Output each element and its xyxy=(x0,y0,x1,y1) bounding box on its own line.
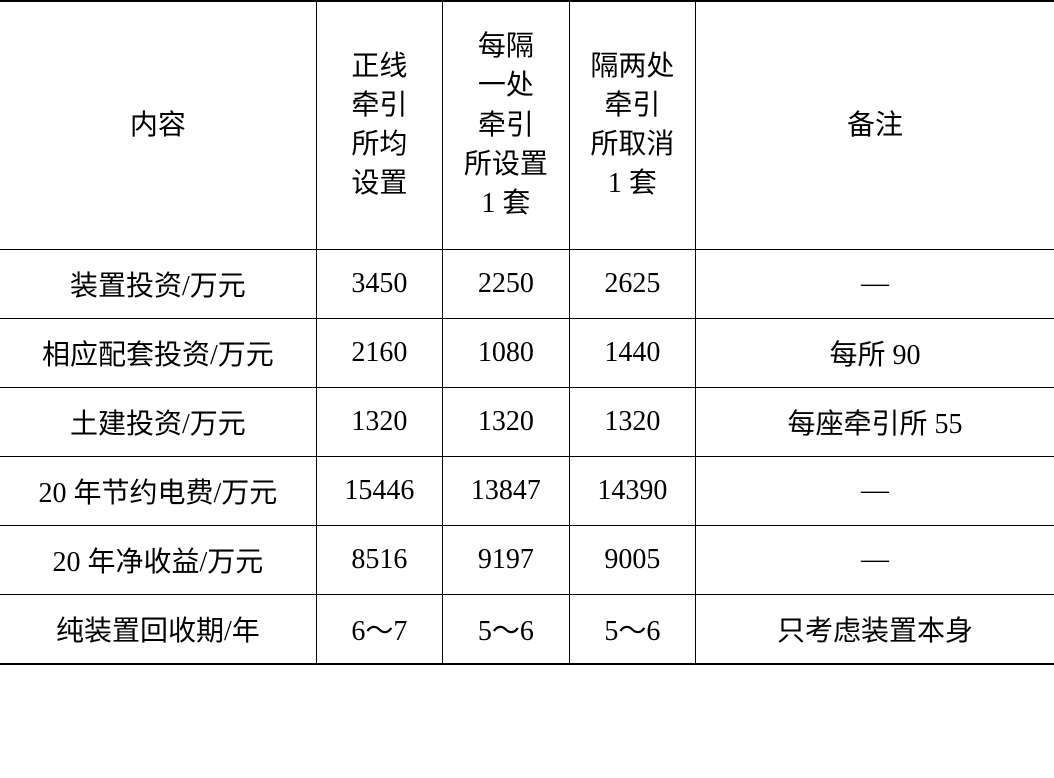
cell-opt2: 1080 xyxy=(443,318,569,387)
table-row: 相应配套投资/万元 2160 1080 1440 每所 90 xyxy=(0,318,1054,387)
cell-note: 只考虑装置本身 xyxy=(696,594,1054,664)
table-row: 土建投资/万元 1320 1320 1320 每座牵引所 55 xyxy=(0,387,1054,456)
table-row: 20 年净收益/万元 8516 9197 9005 — xyxy=(0,525,1054,594)
cell-opt3: 14390 xyxy=(569,456,695,525)
cell-content: 土建投资/万元 xyxy=(0,387,316,456)
cell-opt3: 9005 xyxy=(569,525,695,594)
header-note: 备注 xyxy=(696,1,1054,249)
header-content: 内容 xyxy=(0,1,316,249)
cell-opt1: 15446 xyxy=(316,456,442,525)
header-option-2: 每隔 一处 牵引 所设置 1 套 xyxy=(443,1,569,249)
cell-opt2: 5～6 xyxy=(443,594,569,664)
cell-opt2: 9197 xyxy=(443,525,569,594)
table-row: 20 年节约电费/万元 15446 13847 14390 — xyxy=(0,456,1054,525)
cell-opt1: 6～7 xyxy=(316,594,442,664)
cell-opt2: 13847 xyxy=(443,456,569,525)
header-option-1: 正线 牵引 所均 设置 xyxy=(316,1,442,249)
cell-note: 每座牵引所 55 xyxy=(696,387,1054,456)
cell-content: 装置投资/万元 xyxy=(0,249,316,318)
cell-opt1: 8516 xyxy=(316,525,442,594)
cell-note: — xyxy=(696,249,1054,318)
cell-content: 20 年净收益/万元 xyxy=(0,525,316,594)
cell-opt1: 1320 xyxy=(316,387,442,456)
cell-note: — xyxy=(696,525,1054,594)
cell-note: — xyxy=(696,456,1054,525)
table-row: 装置投资/万元 3450 2250 2625 — xyxy=(0,249,1054,318)
cell-content: 纯装置回收期/年 xyxy=(0,594,316,664)
cell-opt2: 2250 xyxy=(443,249,569,318)
cell-content: 20 年节约电费/万元 xyxy=(0,456,316,525)
cell-opt1: 2160 xyxy=(316,318,442,387)
cell-opt3: 5～6 xyxy=(569,594,695,664)
header-option-3: 隔两处 牵引 所取消 1 套 xyxy=(569,1,695,249)
cell-opt2: 1320 xyxy=(443,387,569,456)
cell-opt3: 1320 xyxy=(569,387,695,456)
cell-opt3: 1440 xyxy=(569,318,695,387)
cell-content: 相应配套投资/万元 xyxy=(0,318,316,387)
cell-note: 每所 90 xyxy=(696,318,1054,387)
table-row: 纯装置回收期/年 6～7 5～6 5～6 只考虑装置本身 xyxy=(0,594,1054,664)
cell-opt1: 3450 xyxy=(316,249,442,318)
cell-opt3: 2625 xyxy=(569,249,695,318)
table-header-row: 内容 正线 牵引 所均 设置 每隔 一处 牵引 所设置 1 套 隔两处 牵引 所… xyxy=(0,1,1054,249)
comparison-table: 内容 正线 牵引 所均 设置 每隔 一处 牵引 所设置 1 套 隔两处 牵引 所… xyxy=(0,0,1054,665)
